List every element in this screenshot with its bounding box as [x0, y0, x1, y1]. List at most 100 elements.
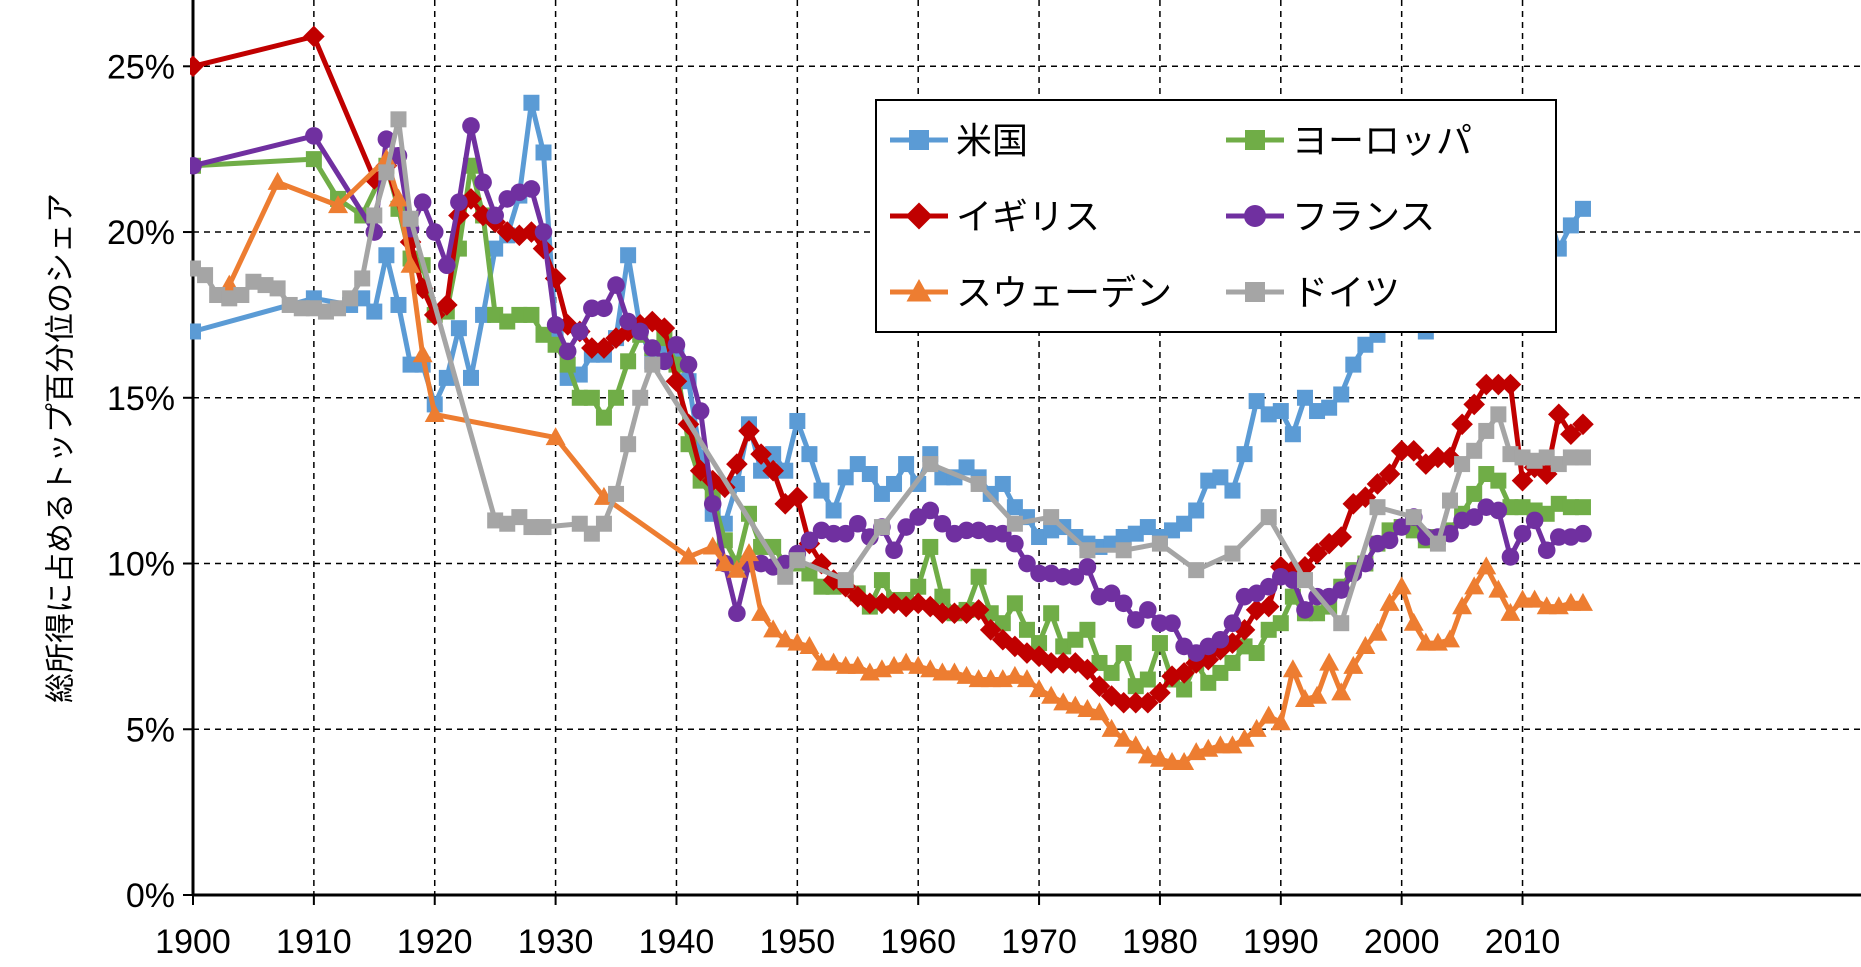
data-point [1550, 495, 1567, 512]
data-point [1053, 692, 1074, 711]
data-point [943, 602, 966, 625]
data-point [1259, 577, 1278, 596]
data-point [1282, 659, 1303, 678]
data-point [305, 300, 322, 317]
data-point [898, 456, 915, 473]
data-point [1066, 567, 1085, 586]
data-point [1041, 685, 1062, 704]
data-point [511, 509, 528, 526]
data-point [1405, 509, 1422, 526]
data-point [190, 55, 204, 78]
data-point [475, 306, 492, 323]
data-point [1475, 373, 1498, 396]
data-point [1031, 635, 1048, 652]
legend-swatch-marker [1245, 130, 1265, 150]
data-point [728, 604, 746, 623]
data-point [1499, 373, 1522, 396]
data-point [190, 323, 201, 340]
data-point [1272, 403, 1289, 420]
data-point [1270, 712, 1291, 731]
data-point [354, 270, 371, 287]
data-point [1236, 446, 1253, 463]
data-point [1224, 545, 1241, 562]
data-point [190, 260, 201, 277]
x-tick-label: 1950 [760, 923, 836, 961]
data-point [1078, 558, 1097, 576]
data-point [1089, 702, 1110, 721]
data-point [1284, 426, 1301, 443]
data-point [1451, 413, 1473, 436]
data-point [376, 148, 397, 167]
data-point [605, 327, 627, 349]
data-point [1260, 621, 1277, 638]
data-point [1549, 528, 1568, 546]
data-point [1149, 748, 1170, 767]
data-point [1465, 508, 1483, 526]
data-point [1151, 614, 1169, 632]
data-point [581, 337, 603, 359]
data-point [1466, 485, 1483, 502]
data-point [1547, 403, 1570, 426]
data-point [632, 389, 649, 406]
data-point [511, 306, 528, 323]
data-point [994, 475, 1011, 492]
legend-item: 米国 [890, 121, 1028, 162]
data-point [1345, 356, 1362, 373]
data-point [424, 403, 445, 422]
data-point [837, 469, 854, 486]
data-point [1006, 595, 1023, 612]
axes [183, 0, 1861, 905]
data-point [967, 599, 990, 621]
data-point [221, 290, 238, 307]
data-point [1224, 482, 1241, 499]
data-point [534, 223, 553, 241]
data-point [1538, 449, 1555, 466]
data-point [1260, 509, 1277, 526]
legend-label: 米国 [956, 121, 1028, 162]
data-point [1077, 698, 1098, 717]
data-point [873, 572, 890, 589]
data-point [1403, 612, 1424, 631]
y-axis-label: 総所得に占めるトップ百分位のシェア [44, 193, 79, 703]
data-point [1234, 728, 1255, 747]
data-point [1030, 564, 1048, 583]
legend-label: ヨーロッパ [1292, 121, 1472, 162]
gridlines [193, 0, 1861, 895]
x-tick-label: 1990 [1243, 923, 1319, 961]
data-point [1572, 413, 1594, 436]
data-point [546, 316, 565, 334]
data-point [1079, 621, 1096, 638]
data-point [1127, 525, 1144, 542]
data-point [1501, 548, 1520, 566]
data-point [1378, 463, 1401, 485]
data-point [908, 655, 929, 674]
data-point [1369, 499, 1386, 516]
data-point [897, 518, 915, 536]
data-point [885, 541, 903, 560]
data-point [1574, 449, 1591, 466]
data-point [1487, 373, 1510, 396]
data-point [823, 652, 844, 671]
data-point [499, 313, 516, 330]
data-point [886, 475, 903, 492]
data-point [861, 466, 878, 483]
data-point [1151, 635, 1168, 652]
data-point [777, 568, 794, 585]
x-tick-label: 2000 [1364, 923, 1440, 961]
data-point [1222, 735, 1243, 754]
legend-item: フランス [1226, 197, 1435, 238]
data-point [1137, 691, 1159, 714]
data-point [209, 287, 226, 304]
data-point [956, 665, 977, 684]
data-point [1164, 522, 1181, 539]
data-point [1018, 621, 1035, 638]
data-point [786, 486, 809, 509]
data-point [571, 366, 588, 383]
data-point [1511, 469, 1534, 492]
data-point [667, 335, 686, 354]
data-point [390, 111, 407, 128]
data-point [1296, 389, 1313, 406]
x-tick-label: 1920 [397, 923, 473, 961]
data-point [920, 659, 941, 678]
